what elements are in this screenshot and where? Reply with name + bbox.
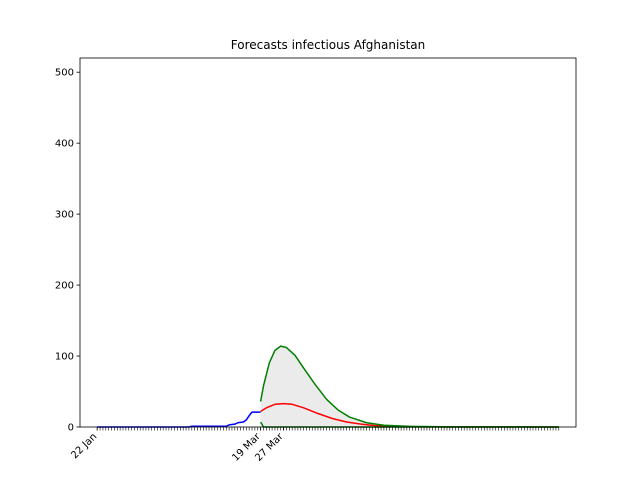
y-tick-label: 500 [55, 68, 74, 79]
y-tick-label: 200 [55, 281, 74, 292]
y-tick-label: 0 [68, 423, 74, 434]
forecast-upper-line [259, 345, 559, 428]
observed-line [97, 411, 261, 428]
forecast-band [260, 346, 559, 427]
y-tick-label: 400 [55, 139, 74, 150]
chart-title: Forecasts infectious Afghanistan [231, 38, 425, 52]
axes-frame [79, 57, 577, 428]
y-tick-label: 100 [55, 352, 74, 363]
y-tick-label: 300 [55, 210, 74, 221]
